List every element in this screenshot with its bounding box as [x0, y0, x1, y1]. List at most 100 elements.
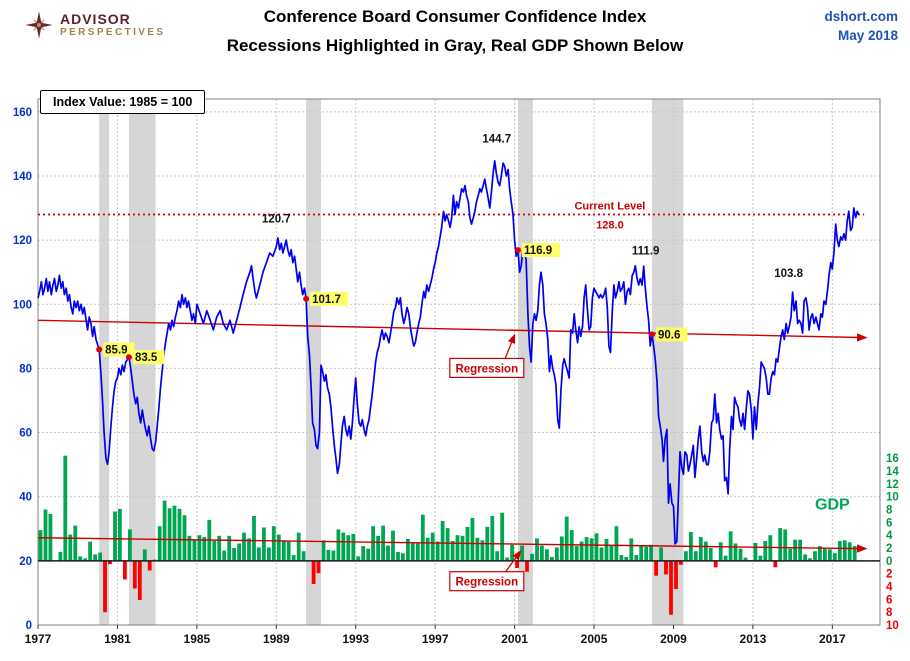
gdp-bar — [629, 538, 634, 561]
chart-subtitle: Recessions Highlighted in Gray, Real GDP… — [226, 36, 684, 55]
marker-label-bg — [310, 291, 349, 306]
gdp-bar — [852, 546, 857, 561]
gdp-bar — [738, 548, 743, 561]
gdp-bar — [336, 529, 341, 561]
right-axis-tick-neg: 8 — [886, 607, 893, 619]
gdp-bar — [58, 551, 63, 561]
gdp-bar — [490, 516, 495, 561]
gdp-bar — [718, 542, 723, 561]
right-axis-tick-neg: 2 — [886, 569, 892, 581]
gdp-bar — [495, 551, 500, 561]
gdp-bar — [654, 560, 658, 576]
x-axis-label: 2009 — [660, 632, 687, 646]
gdp-bar — [396, 551, 400, 561]
gdp-bar — [450, 541, 455, 561]
gdp-bar — [569, 530, 574, 561]
gdp-bar — [316, 560, 321, 574]
current-level-label: Current Level — [574, 200, 645, 212]
gdp-bar — [674, 560, 678, 590]
gdp-bar — [798, 539, 802, 561]
gdp-bar — [391, 530, 395, 561]
regression-callout-arrow — [504, 550, 522, 574]
gdp-bar — [103, 560, 107, 613]
gdp-bar — [386, 545, 390, 561]
gdp-bar — [98, 552, 102, 561]
gdp-bar — [406, 539, 410, 561]
chart-canvas: 85.9 83.5 101.7 116.9 90.6 120.7 144.7 111.9 103… — [13, 98, 899, 646]
gdp-bar — [118, 508, 122, 561]
gdp-bar — [257, 547, 261, 561]
regression-callout-label: Regression — [455, 363, 518, 375]
recession-start-dot — [514, 247, 521, 254]
gdp-bar — [78, 556, 83, 561]
confidence-line — [37, 160, 860, 545]
marker-label: 101.7 — [312, 294, 341, 306]
gdp-bar — [599, 547, 604, 561]
gdp-bar — [311, 560, 316, 584]
gdp-bar — [93, 554, 97, 561]
gdp-bar — [837, 541, 842, 561]
gdp-bar — [73, 525, 78, 561]
left-axis-tick: 0 — [26, 620, 32, 632]
gdp-bar — [222, 550, 227, 561]
right-axis-tick-neg: 10 — [886, 620, 899, 632]
left-axis-tick: 160 — [13, 107, 32, 119]
gdp-bar — [842, 540, 847, 561]
right-axis-tick-pos: 14 — [886, 466, 899, 478]
peak-label: 120.7 — [262, 213, 291, 225]
marker-label: 90.6 — [658, 329, 680, 341]
gdp-bar — [832, 553, 837, 561]
marker-label-bg — [103, 342, 135, 357]
gdp-bar — [415, 543, 420, 561]
gdp-bar — [425, 537, 430, 561]
x-axis-label: 2013 — [740, 632, 767, 646]
gdp-bar — [823, 548, 827, 561]
source-block: dshort.com May 2018 — [824, 7, 898, 45]
gdp-bar — [192, 539, 197, 561]
x-axis-label: 1977 — [25, 632, 52, 646]
gdp-bar — [753, 542, 758, 561]
regression-callout-box — [449, 357, 525, 379]
gdp-bar — [733, 543, 738, 561]
gdp-bar — [371, 526, 375, 561]
gdp-bar — [281, 540, 286, 561]
gdp-bar — [227, 535, 232, 561]
gdp-bar — [728, 531, 733, 561]
recession-band — [517, 99, 533, 625]
gdp-bar — [296, 532, 301, 561]
gdp-bar — [708, 548, 713, 561]
gdp-bar — [803, 554, 807, 561]
gdp-bar — [88, 541, 92, 561]
gdp-bar — [182, 515, 187, 561]
gdp-bar — [202, 537, 207, 561]
left-axis-tick: 40 — [19, 492, 32, 504]
gdp-bar — [108, 560, 112, 565]
chart-title: Conference Board Consumer Confidence Ind… — [263, 7, 647, 26]
chart-titles: Conference Board Consumer Confidence Ind… — [0, 7, 910, 56]
gdp-bar — [535, 538, 539, 561]
regression-callout-arrow — [504, 333, 516, 360]
gdp-bar — [217, 535, 222, 561]
gdp-bar — [460, 535, 465, 561]
gdp-bar — [619, 555, 624, 561]
gdp-bar — [783, 529, 788, 561]
x-axis-label: 1997 — [422, 632, 449, 646]
gdp-bar — [564, 516, 569, 561]
gdp-bar — [356, 556, 361, 561]
gdp-bar — [550, 557, 554, 561]
gdp-bar — [381, 525, 385, 561]
gdp-bar — [420, 514, 425, 561]
marker-label: 83.5 — [135, 352, 158, 364]
left-axis-tick: 60 — [19, 428, 32, 440]
gdp-bar — [232, 548, 236, 561]
right-axis-tick-pos: 10 — [886, 492, 899, 504]
right-axis-tick-pos: 16 — [886, 453, 899, 465]
gdp-bar — [594, 533, 599, 561]
gdp-bar — [659, 547, 663, 561]
gdp-bar — [38, 530, 43, 561]
gdp-bar — [470, 517, 475, 561]
left-axis-tick: 100 — [13, 299, 32, 311]
peak-label: 103.8 — [774, 268, 803, 280]
gdp-series-label: GDP — [815, 497, 850, 514]
